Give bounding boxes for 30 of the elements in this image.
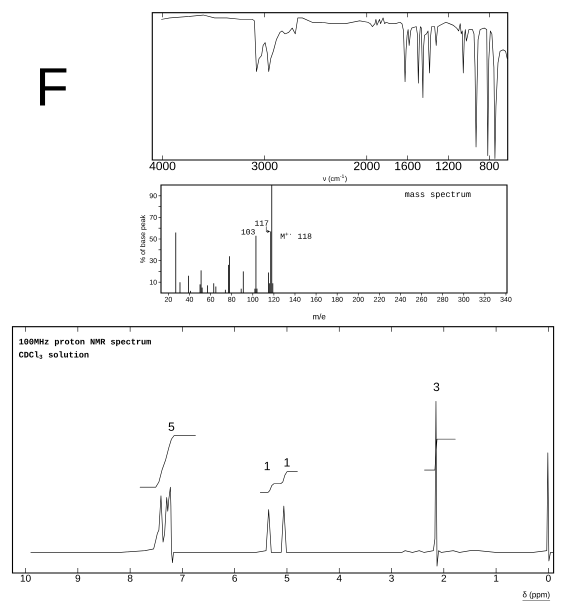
- annotation: 117: [255, 220, 268, 226]
- x-tick-label: 3000: [252, 162, 278, 170]
- annotation: 3: [434, 382, 440, 392]
- x-tick-label: 2: [442, 574, 446, 582]
- x-tick-label: 5: [284, 574, 290, 582]
- x-tick-label: 0: [546, 574, 551, 582]
- x-tick-label: 8: [128, 574, 132, 582]
- annotation: 1: [284, 458, 290, 467]
- x-tick-label: 1: [494, 574, 498, 582]
- x-tick-label: 1600: [395, 162, 420, 170]
- annotation: 103: [242, 229, 255, 235]
- text: F: [40, 68, 66, 106]
- text: mass spectrum: [405, 191, 471, 199]
- annotation: 1: [264, 462, 270, 470]
- x-tick-label: 800: [480, 162, 499, 170]
- chart-title: 100MHz proton NMR spectrum: [19, 338, 151, 346]
- x-axis-title: m/e: [312, 314, 326, 320]
- x-tick-label: 9: [76, 574, 80, 582]
- x-tick-label: 7: [180, 574, 185, 582]
- x-tick-label: 2000: [354, 162, 380, 170]
- x-tick-label: 1200: [436, 162, 462, 170]
- annotation: 5: [168, 422, 174, 431]
- x-tick-label: 3: [389, 574, 394, 582]
- x-axis-title: δ (ppm): [522, 592, 550, 599]
- x-tick-label: 6: [232, 574, 238, 582]
- x-tick-label: 4: [336, 574, 342, 582]
- text: M$^{+·}$ 118: [280, 232, 312, 239]
- x-tick-label: 10: [20, 574, 31, 582]
- chart-subtitle: CDCl$_{3}$ solution: [18, 351, 88, 359]
- x-tick-label: 4000: [149, 162, 176, 170]
